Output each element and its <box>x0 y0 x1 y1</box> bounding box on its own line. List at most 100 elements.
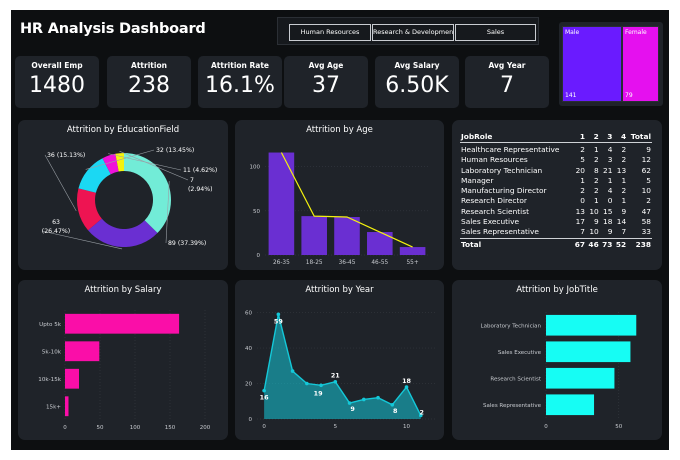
age-bar <box>268 152 295 255</box>
total-value-cell: 67 <box>574 239 585 249</box>
jobrole-value-cell: 4 <box>607 145 613 154</box>
column-header[interactable]: 2 <box>593 132 599 141</box>
year-area-chart: 0 20 40 60 0 5 10 16 59 19 21 9 8 18 2 <box>245 311 435 430</box>
column-header[interactable]: 3 <box>607 132 613 141</box>
jobtitle-bar <box>546 367 615 389</box>
y-tick-label: Research Scientist <box>490 376 541 382</box>
jobrole-name-cell: Research Director <box>461 196 527 206</box>
year-point <box>418 413 423 418</box>
x-tick-label: 0 <box>262 424 266 430</box>
kpi-value: 6.50K <box>385 73 449 98</box>
donut-slice <box>124 153 171 234</box>
jobrole-value-cell: 13 <box>616 165 627 175</box>
table-header-row: JobRole 1 2 3 4 Total <box>460 132 652 143</box>
age-bar-chart: 0 50 100 26-35 18-25 36-45 46-55 55+ <box>250 152 429 266</box>
jobrole-value-cell: 2 <box>646 196 651 206</box>
column-header[interactable]: Total <box>630 132 651 141</box>
slicer-sales[interactable]: Sales <box>455 24 536 41</box>
jobrole-name-cell: Healthcare Representative <box>461 145 560 154</box>
y-tick-label: 100 <box>250 165 261 171</box>
table-row[interactable]: Research Director 0 1 0 1 2 <box>460 196 652 206</box>
y-tick-label: 40 <box>245 346 252 352</box>
salary-bar <box>65 341 100 362</box>
slicer-research-development[interactable]: Research & Development <box>372 24 454 41</box>
donut-slice <box>77 188 102 231</box>
year-point <box>333 379 338 384</box>
y-tick-label: 10k-15k <box>38 377 61 383</box>
jobrole-name-cell: Manager <box>461 175 494 185</box>
jobrole-value-cell: 10 <box>641 186 651 196</box>
slicer-human-resources[interactable]: Human Resources <box>289 24 371 41</box>
salary-bar <box>65 368 79 389</box>
donut-slice <box>78 158 111 193</box>
kpi-avg-year: Avg Year 7 <box>465 56 549 108</box>
column-header[interactable]: 4 <box>621 132 627 141</box>
leader-line <box>85 149 155 170</box>
jobrole-value-cell: 9 <box>607 227 613 237</box>
jobrole-value-cell: 1 <box>594 196 599 206</box>
column-header[interactable]: 1 <box>579 132 585 141</box>
y-tick-label: 0 <box>257 253 261 259</box>
kpi-value: 7 <box>500 73 514 98</box>
column-header[interactable]: JobRole <box>461 132 493 141</box>
jobrole-value-cell: 18 <box>603 217 613 227</box>
x-tick-label: 55+ <box>406 260 418 266</box>
jobrole-value-cell: 4 <box>607 186 613 196</box>
table-row[interactable]: Sales Representative 7 10 9 7 33 <box>460 227 652 238</box>
table-row[interactable]: Manufacturing Director 2 2 4 2 10 <box>460 186 652 196</box>
data-label: (26.47%) <box>42 228 70 235</box>
table-row[interactable]: Sales Executive 17 9 18 14 58 <box>460 217 652 227</box>
y-tick-label: 15k+ <box>46 404 61 410</box>
jobrole-value-cell: 1 <box>621 175 627 185</box>
jobrole-value-cell: 12 <box>641 155 651 165</box>
jobrole-value-cell: 1 <box>621 196 627 206</box>
jobtitle-bar <box>546 341 631 363</box>
department-slicer: Human Resources Research & Development S… <box>277 17 539 45</box>
kpi-label: Attrition <box>131 61 167 70</box>
table-row[interactable]: Healthcare Representative 2 1 4 2 9 <box>460 143 652 156</box>
jobrole-name-cell: Sales Executive <box>461 217 520 227</box>
jobrole-value-cell: 15 <box>603 206 613 216</box>
year-point <box>276 312 281 317</box>
table-row[interactable]: Manager 1 2 1 1 5 <box>460 176 652 186</box>
jobtitle-bar <box>546 394 595 416</box>
jobrole-value-cell: 3 <box>607 155 613 165</box>
x-tick-label: 0 <box>63 425 67 431</box>
y-tick-label: Sales Representative <box>483 403 542 409</box>
jobrole-name-cell: Human Resources <box>461 155 528 165</box>
age-bar <box>367 232 393 255</box>
male-tile[interactable]: Male 141 <box>562 26 622 102</box>
table-row[interactable]: Research Scientist 13 10 15 9 47 <box>460 207 652 217</box>
data-label: 32 (13.45%) <box>156 147 194 154</box>
total-value-cell: 73 <box>602 239 613 249</box>
salary-bar <box>65 396 69 417</box>
jobtitle-title: Attrition by JobTitle <box>516 285 598 295</box>
kpi-label: Avg Salary <box>394 61 440 70</box>
jobrole-value-cell: 2 <box>621 186 627 196</box>
y-tick-label: 50 <box>253 209 260 215</box>
x-tick-label: 5 <box>334 424 338 430</box>
jobrole-value-cell: 33 <box>641 227 651 237</box>
data-label: 7 <box>190 177 194 184</box>
kpi-attrition: Attrition 238 <box>107 56 191 108</box>
jobrole-value-cell: 2 <box>594 155 599 165</box>
year-point <box>376 395 380 400</box>
y-tick-label: 5k-10k <box>42 349 62 355</box>
kpi-attrition-rate: Attrition Rate 16.1% <box>198 56 282 108</box>
table-row[interactable]: Laboratory Technician 20 8 21 13 62 <box>460 166 652 176</box>
donut-slice <box>115 153 124 172</box>
data-label: 2 <box>420 408 424 416</box>
total-value-cell: 46 <box>588 239 599 249</box>
jobrole-value-cell: 9 <box>594 217 599 227</box>
data-label: 8 <box>393 407 398 415</box>
kpi-overall-emp: Overall Emp 1480 <box>15 56 99 108</box>
table-total-row: Total 67 46 73 52 238 <box>460 238 652 250</box>
donut-slice <box>102 153 119 175</box>
age-title: Attrition by Age <box>306 125 373 135</box>
table-row[interactable]: Human Resources 5 2 3 2 12 <box>460 155 652 165</box>
data-label: (2.94%) <box>188 186 212 193</box>
education-title: Attrition by EducationField <box>66 125 180 135</box>
female-tile[interactable]: Female 79 <box>622 26 659 102</box>
x-tick-label: 100 <box>130 425 141 431</box>
kpi-value: 16.1% <box>205 73 275 98</box>
